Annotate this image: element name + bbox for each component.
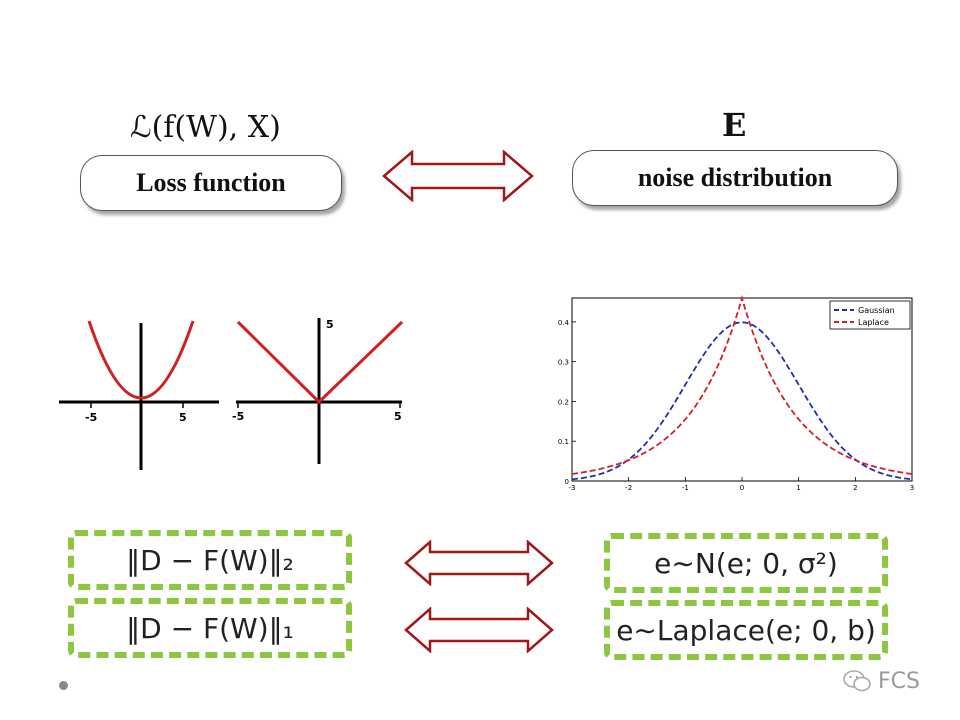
x-tick-label: -1 — [682, 484, 689, 492]
noise-distribution-box: noise distribution — [572, 150, 898, 206]
tick-label: -5 — [85, 411, 97, 424]
equivalence-arrow-top — [382, 150, 534, 202]
watermark: FCS — [842, 668, 920, 694]
tick-label: 5 — [326, 318, 334, 331]
watermark-text: FCS — [878, 668, 920, 694]
equivalence-arrow-l1 — [404, 607, 554, 653]
y-tick-label: 0 — [565, 478, 569, 486]
tick-label: -5 — [232, 410, 244, 423]
legend-label-gaussian: Gaussian — [858, 306, 895, 315]
noise-distribution-chart: -3 -2 -1 0 1 2 3 0 0.1 0.2 0.3 0.4 Gaussian Laplace — [558, 294, 914, 492]
loss-function-box: Loss function — [80, 155, 342, 211]
x-tick-label: 3 — [910, 484, 914, 492]
l2-norm-box: ‖D − F(W)‖₂ — [68, 530, 352, 590]
y-tick-label: 0.2 — [558, 398, 569, 406]
x-tick-label: -2 — [625, 484, 632, 492]
legend: Gaussian Laplace — [829, 300, 911, 330]
gaussian-formula-box: e∼N(e; 0, σ²) — [604, 533, 888, 593]
tick-label: 5 — [394, 410, 402, 423]
tick-label: 5 — [179, 411, 187, 424]
y-tick-label: 0.3 — [558, 359, 569, 367]
equivalence-arrow-l2 — [404, 540, 554, 586]
x-tick-label: -3 — [569, 484, 576, 492]
slide-bullet — [59, 681, 68, 690]
y-tick-label: 0.4 — [558, 319, 570, 327]
x-tick-label: 1 — [796, 484, 800, 492]
quadratic-loss-plot: -5 5 — [59, 320, 219, 470]
legend-label-laplace: Laplace — [858, 318, 889, 327]
noise-symbol: E — [722, 106, 747, 144]
absolute-loss-plot: -5 5 5 — [232, 318, 404, 464]
laplace-formula-box: e∼Laplace(e; 0, b) — [604, 600, 888, 660]
series-line-laplace — [571, 294, 913, 475]
l1-norm-box: ‖D − F(W)‖₁ — [68, 598, 352, 658]
wechat-icon — [843, 670, 871, 692]
x-tick-label: 2 — [853, 484, 857, 492]
y-tick-label: 0.1 — [558, 438, 569, 446]
x-tick-label: 0 — [740, 484, 744, 492]
loss-formula: ℒ(f(W), X) — [130, 110, 281, 145]
